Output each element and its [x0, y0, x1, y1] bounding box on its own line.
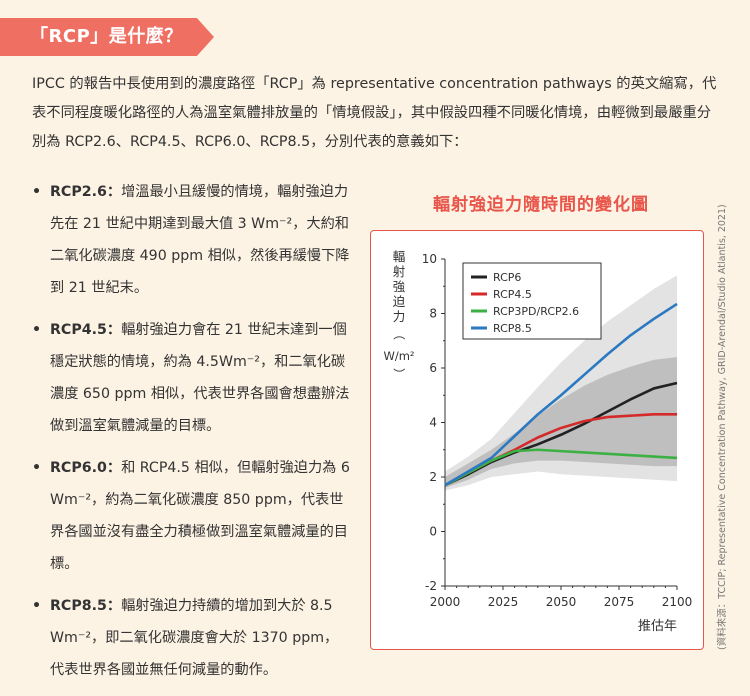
bullet-dot: •	[32, 184, 42, 200]
y-tick-label: 2	[429, 470, 437, 484]
y-tick-label: -2	[425, 579, 437, 593]
x-tick-label: 2025	[488, 595, 519, 609]
x-tick-label: 2075	[604, 595, 635, 609]
x-tick-label: 2100	[662, 595, 693, 609]
bullet-text: 增溫最小且緩慢的情境，輻射強迫力先在 21 世紀中期達到最大值 3 Wm⁻²，大…	[50, 184, 350, 296]
y-tick-label: 4	[429, 416, 437, 430]
y-tick-label: 6	[429, 361, 437, 375]
legend-label: RCP8.5	[493, 322, 532, 335]
bullet-text: 和 RCP4.5 相似，但輻射強迫力為 6 Wm⁻²，約為二氧化碳濃度 850 …	[50, 460, 350, 572]
chart-panel: -2 0 2 4 6 8 10 2000 2025 2050 2075 2100 RCP6 RCP4.5 R…	[370, 230, 704, 650]
bullet-rcp45: • RCP4.5：輻射強迫力會在 21 世紀末達到一個穩定狀態的情境，約為 4.5…	[32, 314, 352, 442]
bullet-text: 輻射強迫力會在 21 世紀末達到一個穩定狀態的情境，約為 4.5Wm⁻²，和二氧…	[50, 322, 350, 434]
x-tick-label: 2050	[546, 595, 577, 609]
bullet-rcp60: • RCP6.0：和 RCP4.5 相似，但輻射強迫力為 6 Wm⁻²，約為二氧化…	[32, 452, 352, 580]
y-tick-label: 10	[422, 252, 437, 266]
y-axis-label-char: 力	[393, 309, 406, 324]
y-axis-label-unit: W/m²	[383, 349, 414, 363]
x-tick-label: 2000	[430, 595, 461, 609]
y-tick-label: 0	[429, 525, 437, 539]
bullet-key: RCP4.5：	[50, 322, 122, 338]
legend-label: RCP3PD/RCP2.6	[493, 305, 579, 318]
y-axis-label-paren: ）	[392, 368, 406, 380]
legend-label: RCP6	[493, 271, 521, 284]
bullet-dot: •	[32, 322, 42, 338]
y-tick-label: 8	[429, 307, 437, 321]
bullet-dot: •	[32, 460, 42, 476]
y-axis-label-char: 強	[393, 279, 406, 294]
bullet-key: RCP2.6：	[50, 184, 122, 200]
intro-paragraph: IPCC 的報告中長使用到的濃度路徑「RCP」為 representative …	[32, 76, 717, 150]
bullet-rcp26: • RCP2.6：增溫最小且緩慢的情境，輻射強迫力先在 21 世紀中期達到最大值 …	[32, 176, 352, 304]
bullet-rcp85: • RCP8.5：輻射強迫力持續的增加到大於 8.5 Wm⁻²，即二氧化碳濃度會大…	[32, 590, 352, 686]
bullet-dot: •	[32, 598, 42, 614]
bullet-key: RCP8.5：	[50, 598, 122, 614]
bullet-text: 輻射強迫力持續的增加到大於 8.5 Wm⁻²，即二氧化碳濃度會大於 1370 p…	[50, 598, 339, 678]
chart-title: 輻射強迫力隨時間的變化圖	[433, 195, 649, 215]
section-banner: 「RCP」是什麼？	[0, 18, 214, 56]
y-axis-label-char: 迫	[393, 294, 406, 309]
rcp-bullet-list: • RCP2.6：增溫最小且緩慢的情境，輻射強迫力先在 21 世紀中期達到最大值 …	[32, 176, 352, 696]
series-line-3	[444, 302, 678, 487]
y-axis-label-paren: （	[392, 328, 406, 340]
source-note: (資料來源：TCCIP; Representative Concentratio…	[717, 204, 728, 650]
y-axis-label-char: 射	[393, 264, 406, 279]
x-axis-label: 推估年	[638, 619, 677, 634]
series-line-2	[444, 448, 678, 487]
legend-label: RCP4.5	[493, 288, 532, 301]
bullet-key: RCP6.0：	[50, 460, 122, 476]
y-axis-label-char: 輻	[393, 249, 406, 264]
forcing-chart: -2 0 2 4 6 8 10 2000 2025 2050 2075 2100 RCP6 RCP4.5 R…	[383, 249, 693, 634]
